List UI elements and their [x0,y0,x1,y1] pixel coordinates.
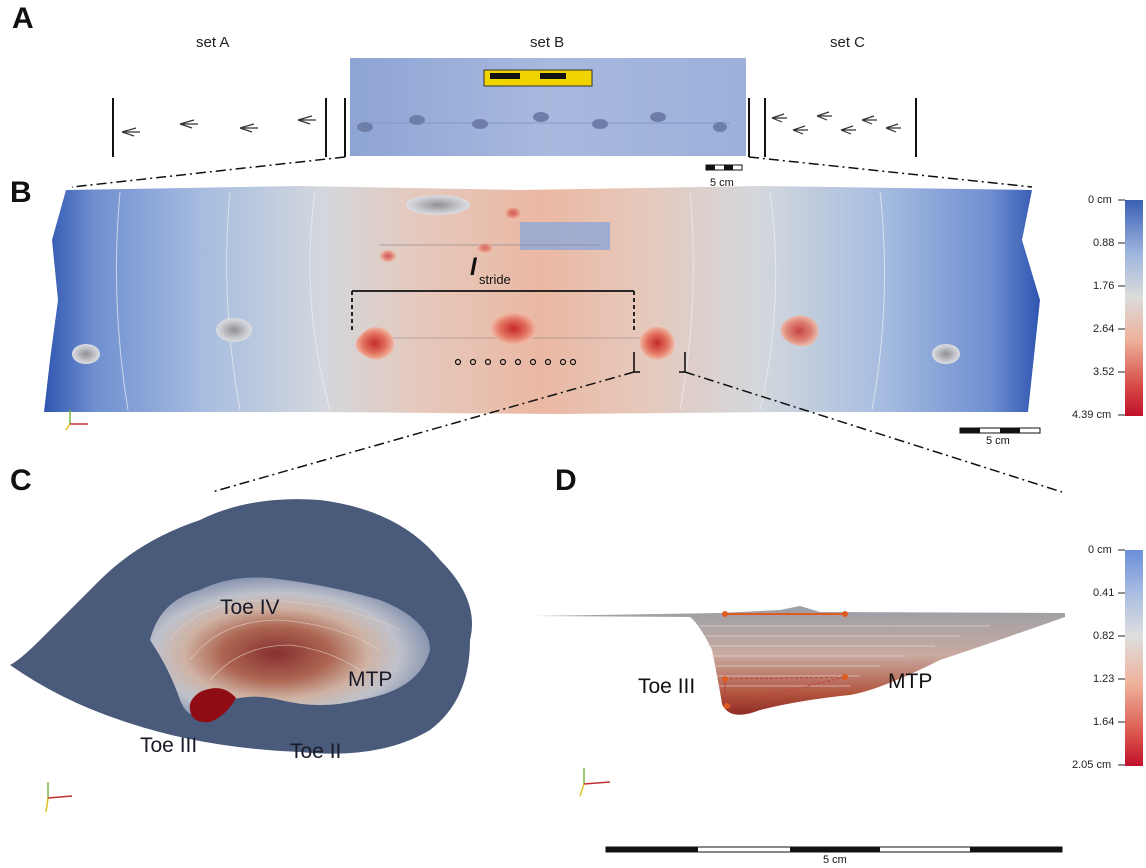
colorbar-d-tick: 1.64 [1093,716,1115,728]
footprint-b3 [355,327,394,360]
depth-surface [44,186,1040,414]
label-mtp-c: MTP [348,668,393,691]
footprint-b7 [932,344,960,364]
scale-bar-d [605,846,1063,853]
footprint-b5 [639,326,675,360]
footprint-profile-view [535,606,1065,853]
set-a-label: set A [196,34,230,51]
label-toe-iv: Toe IV [220,596,280,619]
scale-bar-b [959,427,1041,434]
track-icon [792,125,808,135]
track-icon [239,123,258,133]
footprint [357,122,373,132]
ruler [483,69,593,87]
track-icon [885,123,901,133]
colorbar-b-tick: 2.64 [1093,323,1115,335]
trackway-overview [112,58,917,171]
upper-feature [406,195,470,215]
depth-line-lower [724,676,846,707]
track-icon [861,115,877,125]
depth-contours [115,191,885,411]
upper-feature [380,250,396,262]
panel-letter-b: B [10,176,32,209]
label-toe-iii-d: Toe III [638,675,696,698]
panel-letter-c: C [10,464,32,497]
upper-feature [477,243,493,253]
colorbar-b-tick: 0.88 [1093,237,1115,249]
footprint-b2 [216,318,252,342]
footprint-depression [150,577,430,716]
set-c-track-icons [771,111,901,135]
print-selection-marks [633,352,686,373]
footprint-3d-view [10,499,472,813]
measurement-lines [722,611,848,709]
axis-triad-d [579,768,611,797]
depth-line-upper [724,676,846,680]
upper-feature [505,207,521,219]
footprint [533,112,549,122]
track-icon [840,125,856,135]
stride-subscript: stride [479,272,511,287]
footprint [713,122,727,132]
axis-triad-c [45,782,73,813]
scale-bar-a-label: 5 cm [710,177,734,189]
toe-iii-tip [189,688,236,723]
label-toe-ii: Toe II [290,740,342,763]
colorbar-d-gradient [1125,550,1143,766]
footprint-b6 [780,315,819,347]
set-c-label: set C [830,34,866,51]
colorbar-d-tick: 1.23 [1093,673,1115,685]
footprint-b1 [72,344,100,364]
colorbar-b-gradient [1125,200,1143,416]
scale-bar-b-label: 5 cm [986,435,1010,447]
panel-letter-a: A [12,2,34,35]
footprint-b4 [491,313,537,345]
colorbar-d-tick: 2.05 cm [1072,759,1112,771]
profile-section [535,606,1065,715]
footprint [592,119,608,129]
colorbar-d [1118,549,1143,766]
ruler-segment [490,73,520,79]
colorbar-b-tick: 1.76 [1093,280,1115,292]
track-icon [297,115,316,125]
track-icon [816,111,832,121]
stride-symbol: l [470,254,477,281]
axis-triad-b [65,410,88,431]
panel-letter-d: D [555,464,577,497]
footprint [650,112,666,122]
footprint [472,119,488,129]
colorbar-b-tick: 4.39 cm [1072,409,1112,421]
set-a-track-icons [121,115,316,137]
colorbar-d-tick: 0 cm [1088,544,1112,556]
track-icon [179,119,198,129]
colorbar-b [1118,199,1143,416]
scale-bar-a [705,164,743,171]
label-toe-iii-c: Toe III [140,734,198,757]
zoom-connectors-ab [71,156,1033,188]
set-b-label: set B [530,34,565,51]
scale-bar-d-label: 5 cm [823,854,847,866]
colorbar-b-tick: 0 cm [1088,194,1112,206]
profile-contours [700,625,990,687]
colorbar-d-tick: 0.82 [1093,630,1115,642]
stride-bracket [351,290,635,330]
colorbar-b-tick: 3.52 [1093,366,1115,378]
label-mtp-d: MTP [888,670,933,693]
set-b-prints [357,112,727,132]
track-icon [771,113,787,123]
zoom-connectors-bcd [211,371,1063,493]
track-icon [121,127,140,137]
trackway-depth-map [44,186,1041,434]
colorbar-d-tick: 0.41 [1093,587,1115,599]
ruler-segment [540,73,566,79]
trackline-dots [454,358,577,366]
surface-trough [520,222,610,250]
footprint [409,115,425,125]
depth-contours-c [169,599,401,681]
